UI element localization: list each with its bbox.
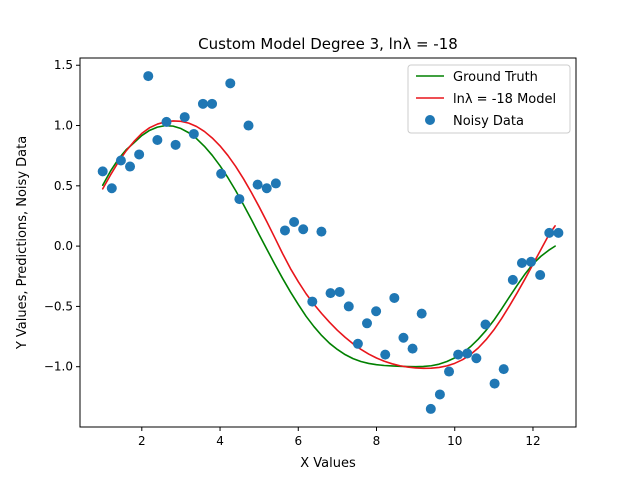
noisy-data-point	[270, 178, 281, 189]
noisy-data-point	[526, 256, 537, 267]
noisy-data-point	[434, 389, 445, 400]
noisy-data-point	[371, 306, 382, 317]
noisy-data-point	[425, 403, 436, 414]
y-tick-label: −1.0	[44, 360, 73, 374]
noisy-data-point	[352, 338, 363, 349]
noisy-data-point	[489, 378, 500, 389]
y-axis-label: Y Values, Predictions, Noisy Data	[15, 136, 30, 350]
plot-frame	[79, 57, 577, 428]
noisy-data-point	[407, 343, 418, 354]
noisy-data-point	[553, 227, 564, 238]
noisy-data-point	[307, 296, 318, 307]
noisy-data-point	[444, 366, 455, 377]
noisy-data-point	[316, 226, 327, 237]
noisy-data-point	[289, 217, 300, 227]
noisy-data-point	[225, 78, 236, 89]
x-tick-label: 4	[216, 434, 224, 448]
noisy-data-point	[453, 349, 464, 360]
legend-box	[407, 64, 571, 134]
y-tick-label: 1.5	[54, 58, 73, 72]
noisy-data-point	[143, 71, 154, 82]
noisy-data-point	[343, 301, 354, 312]
legend: Ground Truth lnλ = -18 Model Noisy Data	[407, 64, 571, 134]
noisy-data-point	[152, 135, 163, 145]
noisy-data-point	[97, 166, 108, 177]
x-tick-label: 8	[373, 434, 381, 448]
noisy-data-point	[179, 112, 190, 123]
noisy-data-point	[544, 227, 555, 238]
noisy-data-point	[380, 349, 391, 360]
x-axis-label: X Values	[300, 456, 356, 471]
legend-label-model: lnλ = -18 Model	[453, 92, 556, 107]
x-tick-label: 2	[138, 434, 146, 448]
x-tick-label: 6	[294, 434, 302, 448]
noisy-data-point	[516, 258, 527, 268]
plot-area	[97, 71, 564, 414]
y-tick-label: 0.5	[54, 179, 73, 193]
noisy-data-point	[243, 120, 254, 131]
model-line	[101, 120, 556, 370]
noisy-data-point	[298, 224, 309, 235]
noisy-data-point	[161, 116, 172, 127]
noisy-data-point	[252, 179, 263, 190]
noisy-data-point	[216, 168, 227, 179]
noisy-data-point	[471, 353, 482, 364]
legend-label-noisy-data: Noisy Data	[453, 114, 524, 129]
noisy-data-point	[325, 288, 336, 299]
noisy-data-point	[535, 270, 546, 281]
noisy-data-point	[207, 98, 218, 109]
noisy-data-point	[362, 318, 372, 329]
noisy-data-point	[188, 128, 199, 139]
legend-label-ground-truth: Ground Truth	[453, 70, 538, 85]
x-tick-label: 10	[447, 434, 462, 448]
x-tick-label: 12	[525, 434, 540, 448]
noisy-data-point	[115, 155, 126, 166]
y-tick-label: −0.5	[44, 299, 73, 313]
noisy-data-point	[134, 149, 145, 160]
noisy-data-point	[462, 348, 473, 359]
axis-ticks: 2 4 6 8 10 12 1.5 1.0 0.5 0.0 −0.5 −1.0	[44, 58, 541, 448]
ground-truth-line	[101, 124, 556, 368]
noisy-data-point	[498, 364, 509, 375]
noisy-data-point	[398, 332, 409, 343]
noisy-data-point	[334, 286, 345, 297]
noisy-data-point	[170, 139, 181, 150]
chart-title: Custom Model Degree 3, lnλ = -18	[198, 35, 458, 53]
noisy-data-point	[389, 292, 400, 303]
noisy-data-point	[279, 225, 290, 236]
noisy-data-point	[261, 183, 272, 194]
noisy-data-point	[480, 319, 491, 330]
noisy-data-point	[507, 274, 518, 285]
noisy-data-point	[125, 161, 136, 172]
legend-swatch-noisy-data	[425, 115, 435, 125]
noisy-data-point	[416, 308, 427, 319]
y-tick-label: 0.0	[54, 239, 73, 253]
noisy-data-point	[234, 194, 245, 205]
noisy-data-point	[106, 183, 117, 194]
noisy-data-point	[197, 98, 208, 109]
y-tick-label: 1.0	[54, 119, 73, 133]
